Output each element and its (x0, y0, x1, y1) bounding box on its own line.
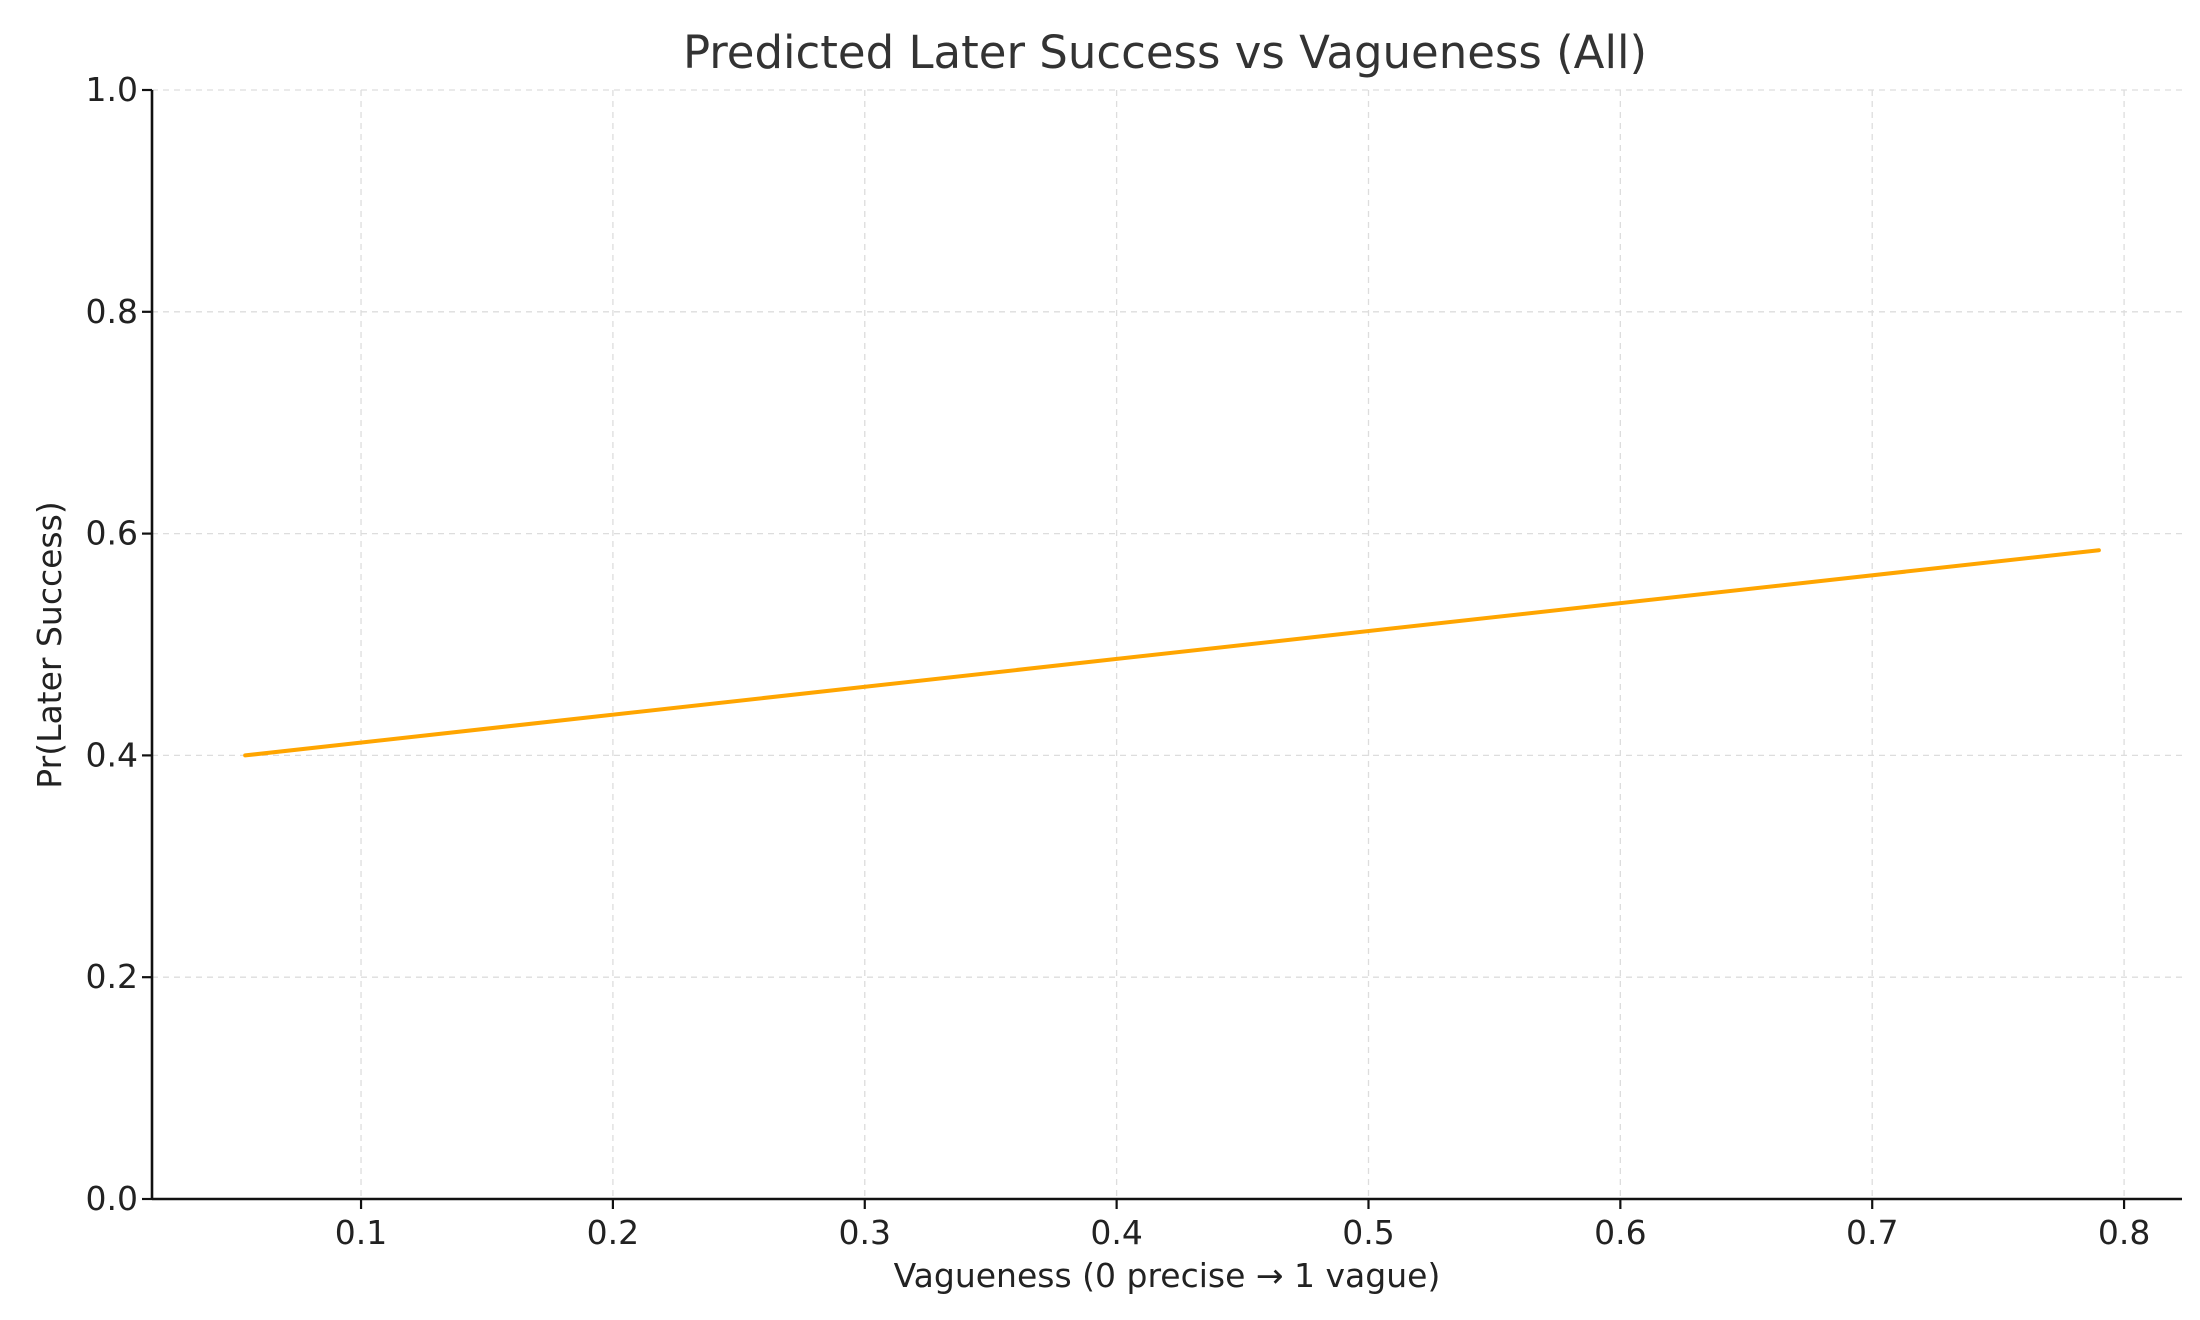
x-tick-label: 0.7 (1846, 1213, 1898, 1252)
y-tick-label: 0.6 (86, 514, 138, 553)
y-tick-label: 0.2 (86, 957, 138, 996)
series-layer (243, 548, 2101, 758)
x-tick-label: 0.2 (587, 1213, 639, 1252)
x-tick-label: 0.5 (1342, 1213, 1394, 1252)
y-tick-label: 0.8 (86, 292, 138, 331)
grid (152, 89, 2182, 1200)
y-tick-label: 1.0 (86, 70, 138, 109)
x-tick-label: 0.1 (335, 1213, 387, 1252)
y-axis-label: Pr(Later Success) (30, 501, 69, 788)
x-axis-label: Vagueness (0 precise → 1 vague) (894, 1256, 1441, 1295)
y-tick-label: 0.4 (86, 735, 138, 774)
x-tick-label: 0.8 (2098, 1213, 2150, 1252)
y-tick-label: 0.0 (86, 1179, 138, 1218)
x-axis-ticks: 0.1 0.2 0.3 0.4 0.5 0.6 0.7 0.8 (335, 1199, 2150, 1252)
x-tick-label: 0.3 (839, 1213, 891, 1252)
series-line (243, 548, 2101, 758)
chart-title: Predicted Later Success vs Vagueness (Al… (683, 26, 1647, 79)
x-tick-label: 0.4 (1090, 1213, 1142, 1252)
x-tick-label: 0.6 (1594, 1213, 1646, 1252)
y-axis-ticks: 0.0 0.2 0.4 0.6 0.8 1.0 (86, 70, 152, 1218)
